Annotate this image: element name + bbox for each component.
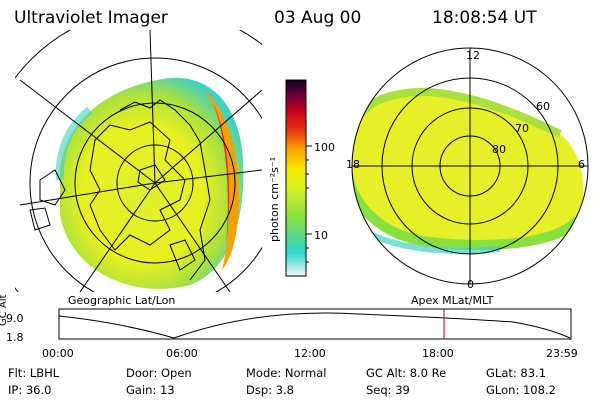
info-gc-alt: GC Alt: 8.0 Re xyxy=(366,366,447,380)
timeline-tick-1200: 12:00 xyxy=(294,347,326,360)
info-door: Door: Open xyxy=(126,366,192,380)
colorbar-tick-10: 10 xyxy=(314,229,328,242)
mlt-label-12: 12 xyxy=(466,49,480,62)
timeline-axis-label: GC Alt xyxy=(0,294,9,326)
app-title: Ultraviolet Imager xyxy=(14,8,168,28)
info-gain: Gain: 13 xyxy=(126,383,175,397)
info-glat: GLat: 83.1 xyxy=(486,366,547,380)
info-glon: GLon: 108.2 xyxy=(486,383,556,397)
info-seq: Seq: 39 xyxy=(366,383,410,397)
time-label: 18:08:54 UT xyxy=(432,8,537,28)
orbit-timeline xyxy=(58,308,572,340)
timeline-tick-1800: 18:00 xyxy=(422,347,454,360)
timeline-tick-2359: 23:59 xyxy=(546,347,578,360)
lat-label-70: 70 xyxy=(515,122,529,135)
timeline-ymin: 1.8 xyxy=(6,331,24,344)
colorbar: 100 10 photon cm⁻²s⁻¹ xyxy=(268,79,335,277)
right-map-caption: Apex MLat/MLT xyxy=(411,294,494,307)
orbit-altitude-curve xyxy=(58,312,571,339)
timeline-ymax: 9.0 xyxy=(6,312,24,325)
lat-label-60: 60 xyxy=(536,100,550,113)
info-mode: Mode: Normal xyxy=(246,366,327,380)
magnetic-polar-plot: 12 18 6 0 60 70 80 xyxy=(346,47,589,291)
mlt-label-0: 0 xyxy=(467,278,474,291)
colorbar-unit-label: photon cm⁻²s⁻¹ xyxy=(268,157,281,242)
timeline-tick-0600: 06:00 xyxy=(166,347,198,360)
colorbar-tick-100: 100 xyxy=(314,141,335,154)
mlt-label-18: 18 xyxy=(346,158,360,171)
date-label: 03 Aug 00 xyxy=(274,8,362,28)
lat-label-80: 80 xyxy=(492,143,506,156)
timeline-tick-0000: 00:00 xyxy=(42,347,74,360)
info-dsp: Dsp: 3.8 xyxy=(246,383,294,397)
info-ip: IP: 36.0 xyxy=(8,383,52,397)
info-flt: Flt: LBHL xyxy=(8,366,60,380)
aurora-oval-magnetic xyxy=(352,92,584,245)
geographic-map-image xyxy=(15,30,262,292)
mlt-label-6: 6 xyxy=(578,158,585,171)
aurora-edge-bright xyxy=(205,90,239,270)
colorbar-gradient xyxy=(285,79,307,277)
left-map-caption: Geographic Lat/Lon xyxy=(68,294,176,307)
